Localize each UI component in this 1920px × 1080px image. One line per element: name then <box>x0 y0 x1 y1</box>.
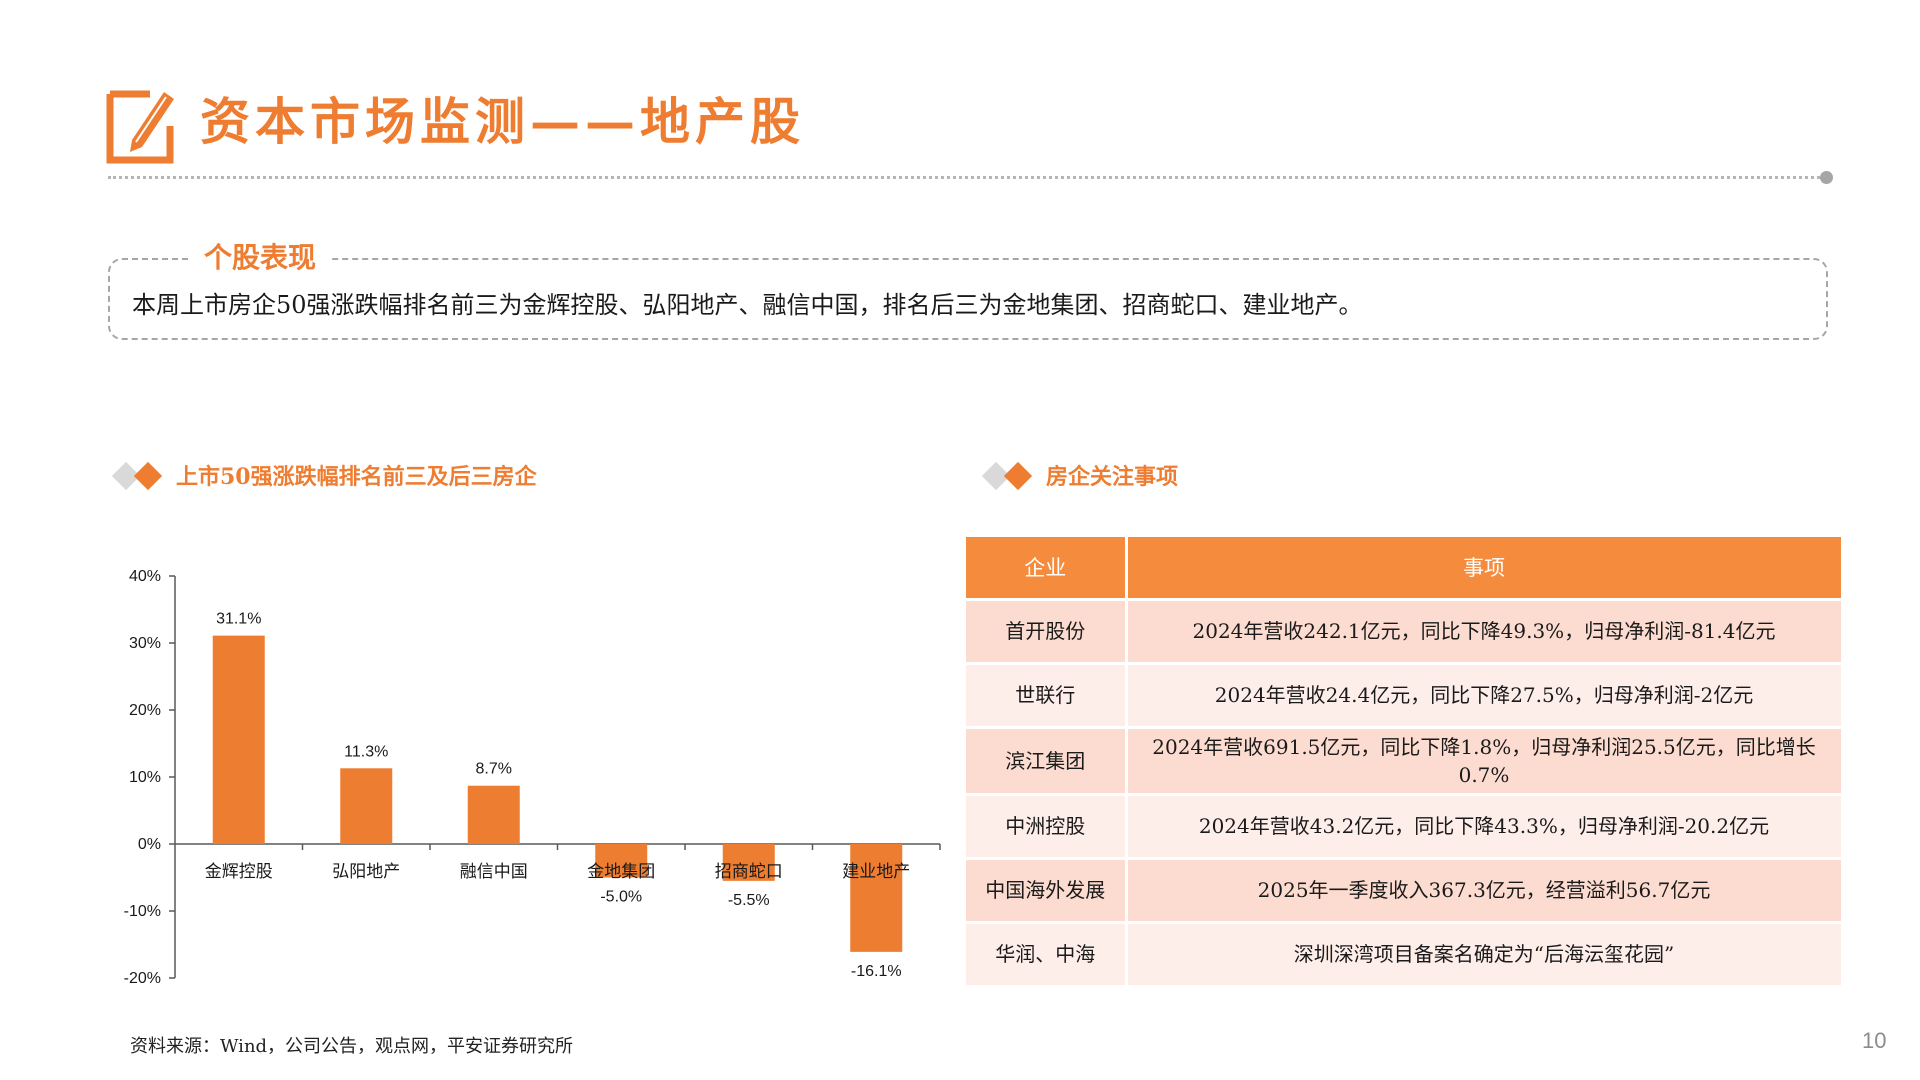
table-row: 滨江集团 2024年营收691.5亿元，同比下降1.8%，归母净利润25.5亿元… <box>966 727 1844 796</box>
category-label: 金辉控股 <box>205 862 273 882</box>
pencil-edit-icon <box>106 86 176 164</box>
table-header-row: 企业 事项 <box>966 537 1844 601</box>
page-number: 10 <box>1862 1028 1887 1053</box>
summary-text: 本周上市房企50强涨跌幅排名前三为金辉控股、弘阳地产、融信中国，排名后三为金地集… <box>132 291 1363 319</box>
y-tick-label: 40% <box>129 568 161 585</box>
company-cell: 滨江集团 <box>966 727 1128 796</box>
bar-chart: 40% 30% 20% 10% 0% -10% -20% 31.1% 金辉控股 11.3% 弘阳地产… <box>110 560 950 1000</box>
y-tick-label: -10% <box>124 903 161 920</box>
company-cell: 中洲控股 <box>966 794 1128 860</box>
event-cell: 2025年一季度收入367.3亿元，经营溢利56.7亿元 <box>1126 858 1844 924</box>
bar <box>722 844 775 881</box>
category-label: 弘阳地产 <box>332 862 400 882</box>
summary-heading: 个股表现 <box>190 238 331 278</box>
data-label: -16.1% <box>851 963 902 980</box>
source-note: 资料来源：Wind，公司公告，观点网，平安证券研究所 <box>130 1036 574 1057</box>
bar-chart-svg: 40% 30% 20% 10% 0% -10% -20% 31.1% 金辉控股 11.3% 弘阳地产… <box>124 568 941 987</box>
bar <box>340 768 393 844</box>
chart-section-title: 上市50强涨跌幅排名前三及后三房企 <box>176 464 537 490</box>
data-label: 31.1% <box>216 611 261 628</box>
y-tick-label: -20% <box>124 970 161 987</box>
company-cell: 中国海外发展 <box>966 858 1128 924</box>
chart-section-header: 上市50强涨跌幅排名前三及后三房企 <box>110 458 537 492</box>
diamond-bullet-icon <box>110 458 172 492</box>
data-label: -5.5% <box>728 892 770 909</box>
page-title: 资本市场监测——地产股 <box>200 92 805 151</box>
bar <box>212 635 265 844</box>
data-label: 11.3% <box>344 743 388 760</box>
event-cell: 2024年营收691.5亿元，同比下降1.8%，归母净利润25.5亿元，同比增长… <box>1126 727 1844 796</box>
category-label: 招商蛇口 <box>715 862 783 882</box>
event-cell: 2024年营收242.1亿元，同比下降49.3%，归母净利润-81.4亿元 <box>1126 599 1844 665</box>
y-tick-label: 10% <box>129 769 161 786</box>
bar <box>850 844 903 952</box>
diamond-bullet-icon <box>980 458 1042 492</box>
table-section-title: 房企关注事项 <box>1046 464 1179 490</box>
event-cell: 2024年营收24.4亿元，同比下降27.5%，归母净利润-2亿元 <box>1126 663 1844 729</box>
y-tick-label: 20% <box>129 702 161 719</box>
bar <box>467 785 520 844</box>
events-table: 企业 事项 首开股份 2024年营收242.1亿元，同比下降49.3%，归母净利… <box>966 537 1844 988</box>
table-row: 首开股份 2024年营收242.1亿元，同比下降49.3%，归母净利润-81.4… <box>966 599 1844 665</box>
summary-box <box>108 258 1828 340</box>
event-cell: 深圳深湾项目备案名确定为“后海沄玺花园” <box>1126 922 1844 988</box>
table-section-header: 房企关注事项 <box>980 458 1178 492</box>
divider-end-dot <box>1820 171 1833 184</box>
table-row: 中洲控股 2024年营收43.2亿元，同比下降43.3%，归母净利润-20.2亿… <box>966 794 1844 860</box>
table-row: 世联行 2024年营收24.4亿元，同比下降27.5%，归母净利润-2亿元 <box>966 663 1844 729</box>
header-company: 企业 <box>966 537 1128 601</box>
company-cell: 首开股份 <box>966 599 1128 665</box>
data-label: 8.7% <box>476 761 512 778</box>
table-row: 华润、中海 深圳深湾项目备案名确定为“后海沄玺花园” <box>966 922 1844 988</box>
y-tick-label: 30% <box>129 635 161 652</box>
company-cell: 世联行 <box>966 663 1128 729</box>
table-row: 中国海外发展 2025年一季度收入367.3亿元，经营溢利56.7亿元 <box>966 858 1844 924</box>
data-label: -5.0% <box>600 889 642 906</box>
category-label: 融信中国 <box>460 862 528 882</box>
company-cell: 华润、中海 <box>966 922 1128 988</box>
header-event: 事项 <box>1126 537 1844 601</box>
category-label: 建业地产 <box>842 862 910 882</box>
title-divider <box>108 176 1826 179</box>
event-cell: 2024年营收43.2亿元，同比下降43.3%，归母净利润-20.2亿元 <box>1126 794 1844 860</box>
bar <box>595 844 648 878</box>
category-label: 金地集团 <box>587 862 655 882</box>
y-tick-label: 0% <box>138 836 161 853</box>
